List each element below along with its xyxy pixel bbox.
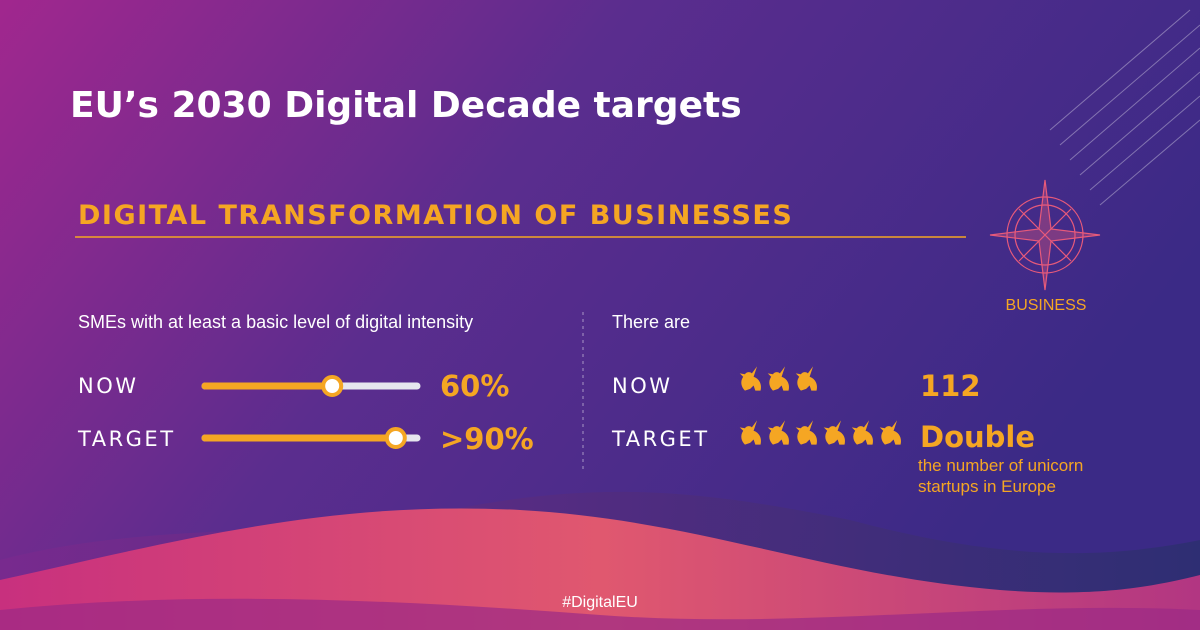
slider-knob xyxy=(321,375,344,397)
compass xyxy=(989,179,1101,291)
title: EU’s 2030 Digital Decade targets xyxy=(70,85,742,126)
wave-bottom xyxy=(0,598,1200,630)
unicorns-label: There are xyxy=(612,312,690,332)
row-label: TARGET xyxy=(611,427,710,451)
section-title: DIGITAL TRANSFORMATION OF BUSINESSES xyxy=(78,200,793,231)
target-text: Double xyxy=(920,420,1035,454)
hashtag: #DigitalEU xyxy=(562,594,638,611)
row-label: TARGET xyxy=(77,427,176,451)
note-box: the number of unicorn startups in Europe xyxy=(918,456,1084,496)
value-label: >90% xyxy=(440,422,534,456)
sliders xyxy=(201,375,421,449)
row-label: NOW xyxy=(612,374,673,398)
note: the number of unicorn startups in Europe xyxy=(918,456,1084,496)
value-label: 60% xyxy=(440,369,509,403)
smes-label: SMEs with at least a basic level of digi… xyxy=(78,312,473,332)
row-label: NOW xyxy=(78,374,139,398)
decor-lines xyxy=(1049,9,1200,206)
badge: BUSINESS xyxy=(1006,297,1087,314)
slider-knob xyxy=(384,427,407,449)
now-count: 112 xyxy=(920,369,981,403)
